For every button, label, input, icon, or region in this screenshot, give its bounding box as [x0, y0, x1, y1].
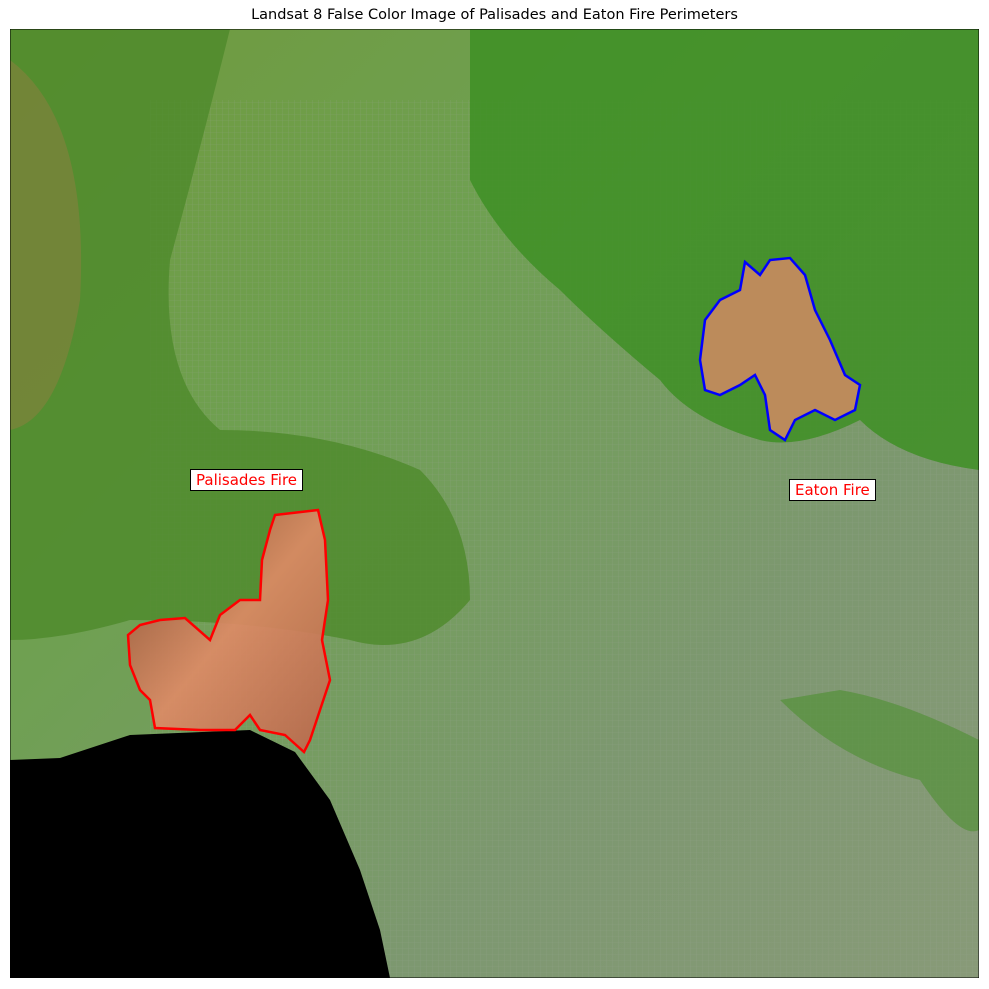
palisades-fire-perimeter — [126, 508, 332, 755]
eaton-fire-perimeter — [698, 256, 862, 442]
eaton-fire-label: Eaton Fire — [789, 479, 876, 501]
mountains-west — [10, 29, 470, 645]
palisades-fire-label: Palisades Fire — [190, 469, 304, 491]
satellite-image — [10, 29, 979, 978]
mountains-north — [470, 29, 979, 470]
map-title: Landsat 8 False Color Image of Palisades… — [251, 7, 738, 23]
ocean — [10, 730, 390, 978]
